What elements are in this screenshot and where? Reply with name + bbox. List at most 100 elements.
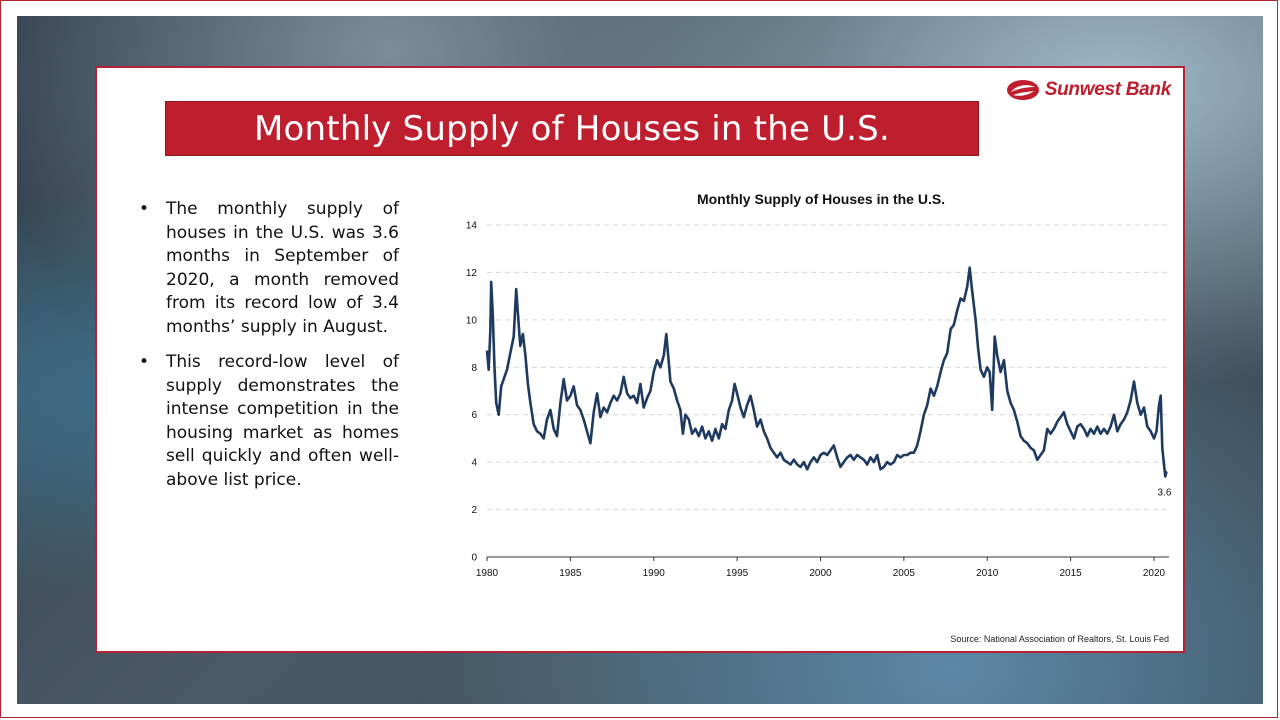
data-point xyxy=(1053,428,1055,430)
data-point xyxy=(489,331,491,333)
data-point xyxy=(1123,418,1125,421)
data-point xyxy=(1163,463,1165,466)
bullet-icon: • xyxy=(139,352,150,372)
data-point xyxy=(566,399,568,402)
data-point xyxy=(956,309,958,311)
data-point xyxy=(1106,433,1108,435)
data-point xyxy=(679,409,682,411)
data-point xyxy=(1143,407,1145,409)
data-point xyxy=(569,395,571,397)
data-point xyxy=(766,437,768,439)
bullet-text: The monthly supply of houses in the U.S.… xyxy=(166,199,399,337)
data-point xyxy=(701,426,703,428)
data-point xyxy=(991,409,993,411)
data-point xyxy=(698,435,700,437)
data-point xyxy=(853,459,855,461)
data-point xyxy=(519,345,521,347)
data-point xyxy=(1136,402,1138,404)
data-point xyxy=(1164,475,1166,477)
data-point xyxy=(1060,416,1062,418)
data-point xyxy=(819,454,822,456)
data-point xyxy=(524,354,526,356)
data-point xyxy=(983,376,985,378)
data-point xyxy=(1150,430,1152,432)
data-point xyxy=(1063,411,1065,413)
y-tick-label: 4 xyxy=(471,458,477,469)
data-point xyxy=(786,461,788,463)
x-tick-label: 2010 xyxy=(976,568,999,579)
data-point xyxy=(1083,428,1085,430)
data-point xyxy=(636,402,638,404)
page-title: Monthly Supply of Houses in the U.S. xyxy=(254,108,890,149)
data-point xyxy=(556,435,558,437)
data-point xyxy=(1046,428,1048,430)
data-point xyxy=(849,454,852,456)
x-tick-label: 1990 xyxy=(643,568,666,579)
data-point xyxy=(515,288,517,290)
y-tick-label: 0 xyxy=(471,553,477,564)
source-note: Source: National Association of Realtors… xyxy=(950,634,1169,644)
data-point xyxy=(623,376,625,378)
data-point xyxy=(923,414,925,416)
logo-text: Sunwest Bank xyxy=(1044,79,1172,100)
data-point xyxy=(486,350,488,352)
data-point xyxy=(518,324,520,326)
data-point xyxy=(953,324,955,326)
bullet-item: • This record-low level of supply demonst… xyxy=(137,351,399,492)
data-point xyxy=(586,430,588,432)
x-tick-label: 2015 xyxy=(1059,568,1082,579)
data-point xyxy=(859,456,862,458)
bullet-list: • The monthly supply of houses in the U.S… xyxy=(137,198,399,504)
data-point xyxy=(599,416,601,418)
data-point xyxy=(704,437,707,439)
data-point xyxy=(975,319,977,321)
data-point xyxy=(1000,371,1002,373)
data-point xyxy=(866,463,868,466)
data-point xyxy=(836,456,838,458)
data-point xyxy=(513,335,515,338)
data-point xyxy=(943,359,945,361)
data-point xyxy=(629,397,632,399)
data-point xyxy=(863,459,865,461)
data-point xyxy=(1050,433,1052,435)
data-point xyxy=(619,392,622,394)
data-point xyxy=(963,300,965,302)
data-point xyxy=(488,369,490,371)
data-point xyxy=(492,314,494,316)
data-point xyxy=(833,444,835,447)
data-point xyxy=(731,399,733,402)
y-tick-label: 2 xyxy=(471,505,477,516)
x-axis: 1980 1985 1990 1995 2000 2005 2010 2015 2020 xyxy=(476,557,1166,579)
data-point xyxy=(500,385,502,387)
data-point xyxy=(1160,395,1162,397)
bullet-text: This record-low level of supply demonstr… xyxy=(166,352,399,490)
data-point xyxy=(603,407,605,409)
data-point xyxy=(960,297,962,300)
data-point xyxy=(721,423,723,425)
data-point xyxy=(529,402,531,404)
data-point xyxy=(559,402,561,404)
end-value-label: 3.6 xyxy=(1158,488,1172,499)
data-point xyxy=(876,454,878,456)
data-point xyxy=(549,409,551,411)
title-bar: Monthly Supply of Houses in the U.S. xyxy=(165,101,979,156)
data-point xyxy=(886,461,888,463)
data-point xyxy=(856,454,858,456)
data-point xyxy=(613,395,615,397)
series-line xyxy=(485,266,1168,478)
data-point xyxy=(639,383,642,385)
data-point xyxy=(763,430,765,432)
data-point xyxy=(779,452,782,454)
x-tick-label: 1995 xyxy=(726,568,749,579)
data-point xyxy=(749,395,752,397)
data-point xyxy=(691,433,693,435)
data-point xyxy=(756,426,758,428)
data-point xyxy=(1110,426,1112,428)
data-point xyxy=(869,456,872,458)
data-point xyxy=(1010,402,1012,404)
data-point xyxy=(665,333,667,335)
data-point xyxy=(986,366,988,368)
data-point xyxy=(971,290,973,292)
data-point xyxy=(533,423,535,425)
